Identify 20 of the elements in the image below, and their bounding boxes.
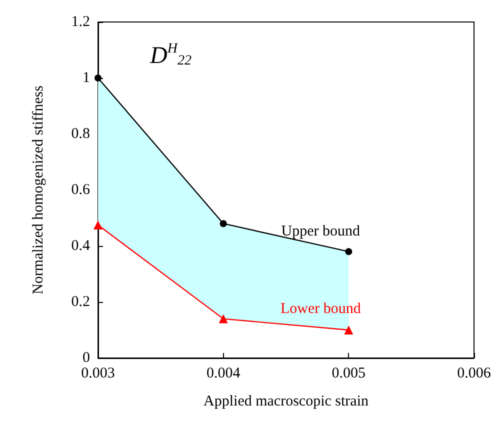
point <box>345 248 352 256</box>
y-tick-label: 0.8 <box>71 126 90 142</box>
x-tick-label: 0.006 <box>457 366 492 382</box>
point <box>220 220 227 228</box>
series-label: Lower bound <box>280 301 362 317</box>
y-tick-label: 1.2 <box>71 14 90 30</box>
x-tick-label: 0.005 <box>332 366 366 382</box>
point <box>218 314 228 324</box>
y-axis-title: Normalized homogenized stiffness <box>30 85 46 294</box>
x-axis-title: Applied macroscopic strain <box>204 394 369 410</box>
point <box>94 220 102 230</box>
y-tick-label: 0.6 <box>71 182 90 198</box>
x-tick-label: 0.003 <box>81 366 115 382</box>
y-tick-label: 0.4 <box>71 238 90 254</box>
y-tick-label: 0 <box>82 350 90 366</box>
y-tick-label: 1 <box>82 70 90 86</box>
x-tick-label: 0.004 <box>206 366 241 382</box>
y-tick-label: 0.2 <box>71 294 90 310</box>
point <box>344 326 354 334</box>
series-label: Upper bound <box>281 224 361 240</box>
